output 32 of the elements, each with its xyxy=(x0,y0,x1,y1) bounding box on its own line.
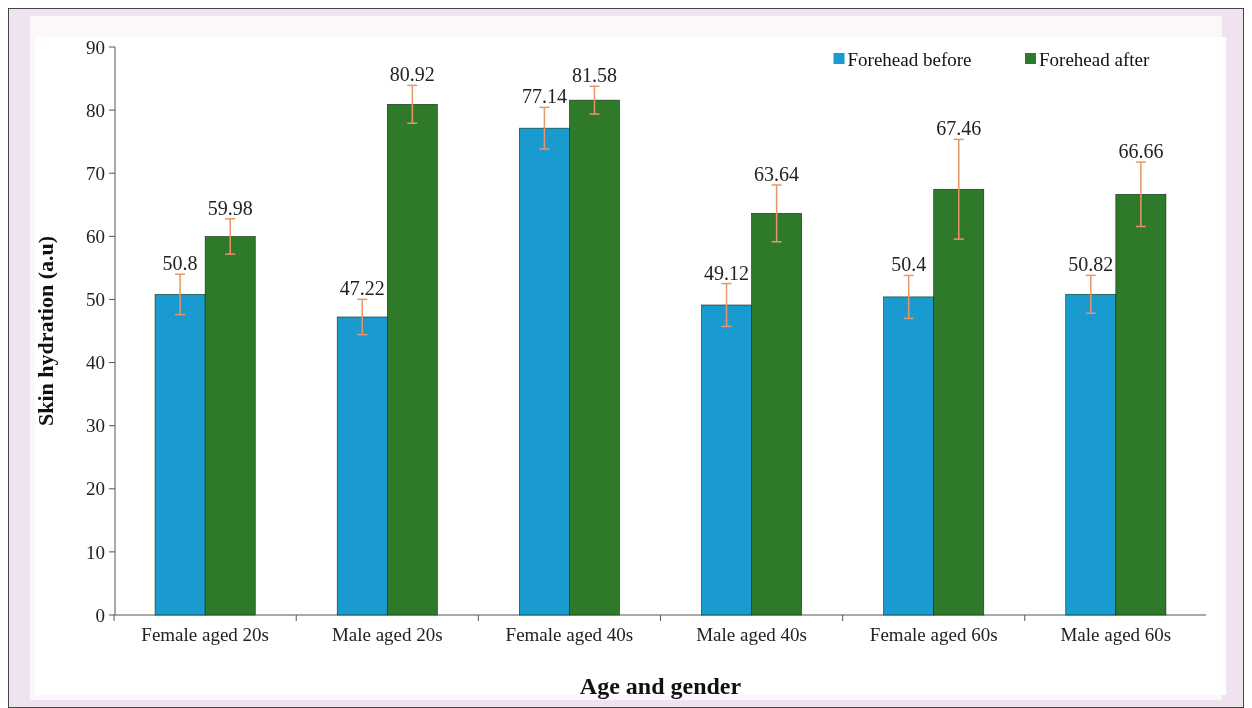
y-tick-label: 20 xyxy=(86,478,105,500)
data-label: 59.98 xyxy=(207,196,253,219)
data-label: 81.58 xyxy=(571,64,617,87)
y-axis-title: Skin hydration (a.u) xyxy=(33,235,58,427)
y-tick-label: 90 xyxy=(86,36,105,58)
y-tick-label: 50 xyxy=(86,289,105,311)
x-tick-label: Female aged 20s xyxy=(141,624,269,645)
x-tick-label: Female aged 40s xyxy=(505,624,634,645)
y-tick-label: 70 xyxy=(86,162,105,184)
y-tick-label: 30 xyxy=(86,415,105,437)
x-tick-label: Female aged 60s xyxy=(869,624,998,645)
y-tick-label: 0 xyxy=(95,604,105,626)
x-tick-label: Male aged 60s xyxy=(1060,624,1172,645)
y-tick-label: 40 xyxy=(86,352,105,374)
data-label: 63.64 xyxy=(754,162,800,185)
data-label: 77.14 xyxy=(521,85,567,108)
y-tick-label: 10 xyxy=(86,541,105,563)
x-axis-title: Age and gender xyxy=(579,673,742,699)
data-label: 80.92 xyxy=(389,63,435,86)
data-label: 49.12 xyxy=(704,261,750,284)
data-label: 66.66 xyxy=(1118,140,1164,163)
y-tick-label: 80 xyxy=(86,99,105,121)
data-label: 50.8 xyxy=(162,252,198,275)
x-tick-label: Male aged 20s xyxy=(331,624,443,645)
y-tick-label: 60 xyxy=(86,225,105,247)
data-label: 50.82 xyxy=(1068,253,1114,276)
data-label: 67.46 xyxy=(936,117,982,140)
data-label: 50.4 xyxy=(891,253,927,276)
legend-label: Forehead after xyxy=(1039,48,1150,70)
legend-label: Forehead before xyxy=(847,48,972,70)
x-tick-label: Male aged 40s xyxy=(696,624,807,645)
data-label: 47.22 xyxy=(339,277,385,300)
